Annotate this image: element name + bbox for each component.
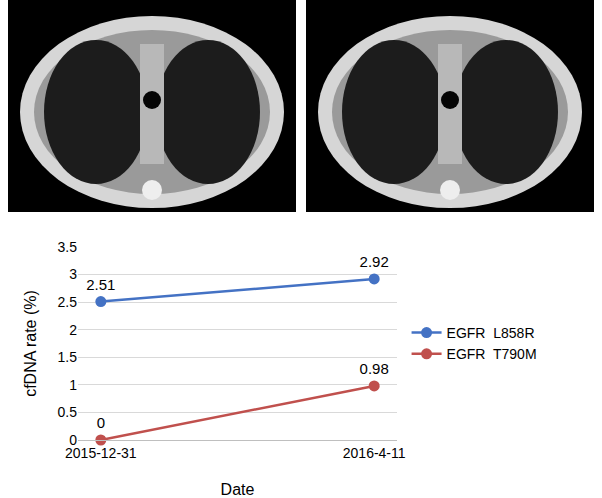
svg-text:0.98: 0.98: [360, 360, 389, 377]
svg-text:EGFR T790M: EGFR T790M: [447, 346, 537, 362]
svg-text:EGFR L858R: EGFR L858R: [447, 325, 535, 341]
svg-text:2.5: 2.5: [58, 294, 78, 310]
svg-text:Date: Date: [221, 481, 255, 498]
svg-text:cfDNA rate (%): cfDNA rate (%): [22, 290, 39, 397]
svg-text:1: 1: [69, 377, 77, 393]
svg-text:2015-12-31: 2015-12-31: [65, 445, 137, 461]
svg-text:2.92: 2.92: [360, 253, 389, 270]
svg-text:2: 2: [69, 322, 77, 338]
svg-text:2016-4-11: 2016-4-11: [343, 445, 406, 461]
svg-text:0.5: 0.5: [58, 404, 78, 420]
svg-text:2.51: 2.51: [86, 276, 115, 293]
svg-text:0: 0: [69, 432, 77, 448]
svg-text:1.5: 1.5: [58, 349, 78, 365]
svg-text:3: 3: [69, 266, 77, 282]
svg-text:3.5: 3.5: [58, 239, 78, 255]
svg-text:0: 0: [97, 414, 105, 431]
